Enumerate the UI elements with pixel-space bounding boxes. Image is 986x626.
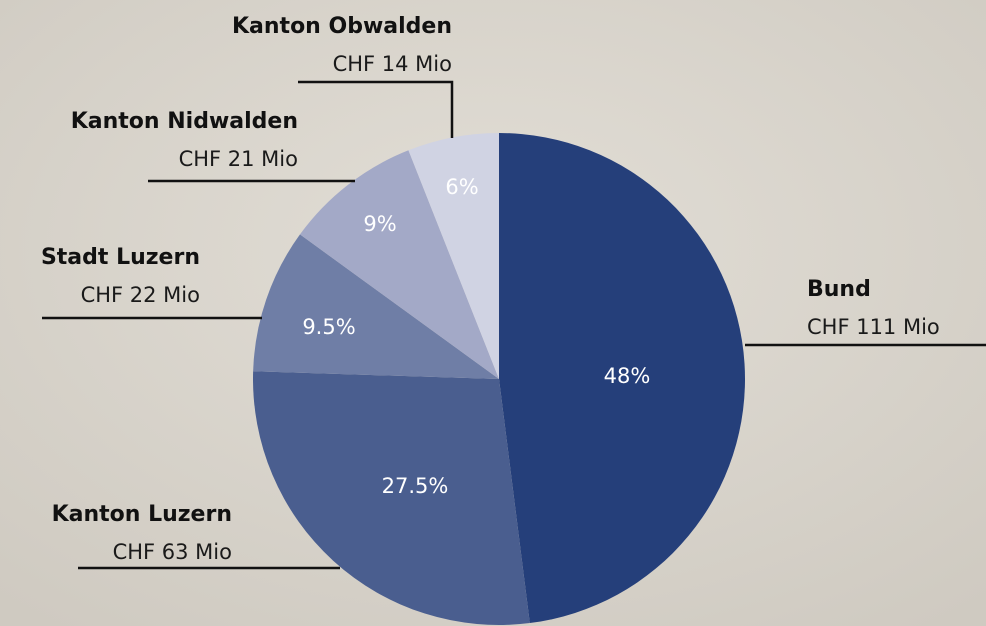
- slice-label: 6%: [445, 175, 478, 199]
- pie-slice: [253, 234, 499, 379]
- amount-label: CHF 22 Mio: [81, 283, 200, 307]
- pie-slice: [299, 150, 499, 379]
- pie-slice: [408, 133, 499, 379]
- pie-slice: [252, 371, 530, 625]
- slice-label: 48%: [604, 364, 651, 388]
- category-label: Kanton Nidwalden: [71, 109, 298, 134]
- amount-label: CHF 14 Mio: [333, 52, 452, 76]
- leader-line: [298, 80, 454, 138]
- amount-label: CHF 21 Mio: [179, 147, 298, 171]
- slice-label: 9.5%: [302, 315, 355, 339]
- amount-label: CHF 63 Mio: [113, 540, 232, 564]
- category-label: Kanton Luzern: [52, 502, 232, 527]
- category-label: Kanton Obwalden: [232, 14, 452, 39]
- category-label: Stadt Luzern: [41, 245, 200, 270]
- category-label: Bund: [807, 277, 871, 302]
- amount-label: CHF 111 Mio: [807, 315, 940, 339]
- pie-slice: [499, 133, 746, 624]
- slice-label: 27.5%: [382, 474, 449, 498]
- slice-label: 9%: [363, 212, 396, 236]
